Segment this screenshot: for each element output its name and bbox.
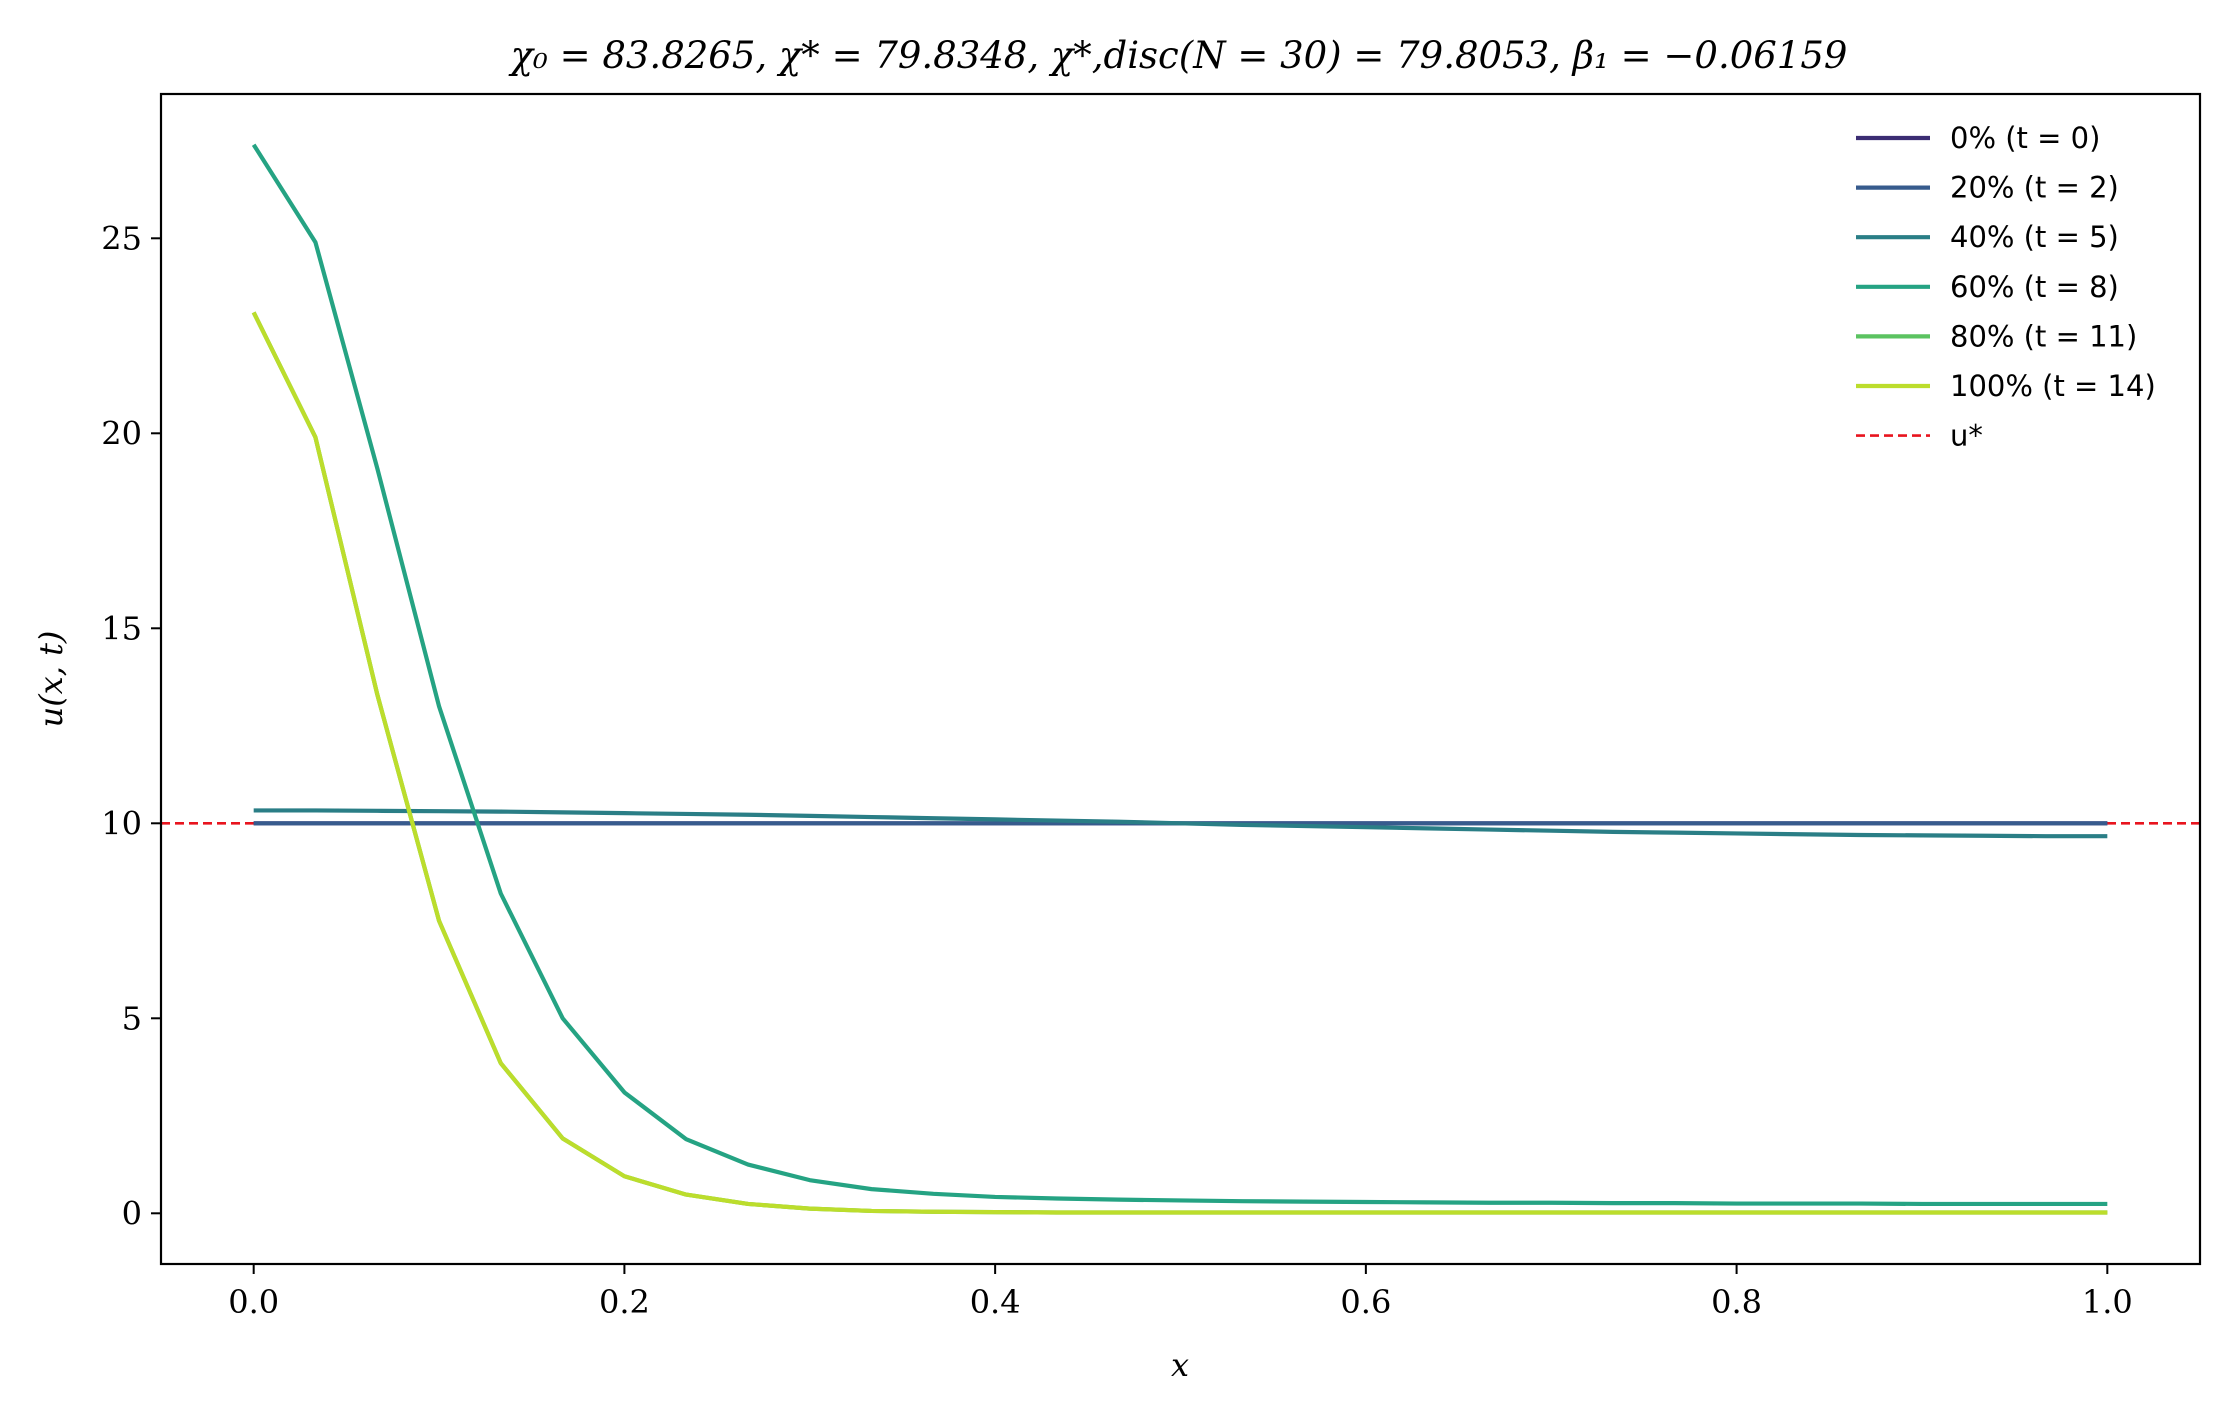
series-line-3 bbox=[251, 143, 2108, 1207]
y-axis: 0 5 10 15 20 25 bbox=[101, 219, 161, 1232]
x-tick-label: 0.4 bbox=[970, 1283, 1021, 1321]
y-tick-label: 15 bbox=[101, 609, 142, 647]
y-tick-label: 25 bbox=[101, 219, 142, 257]
legend: 0% (t = 0) 20% (t = 2) 40% (t = 5) 60% (t =… bbox=[1856, 121, 2156, 453]
x-axis: 0.0 0.2 0.4 0.6 0.8 1.0 bbox=[228, 1264, 2133, 1321]
x-tick-label: 0.8 bbox=[1711, 1283, 1762, 1321]
legend-label-4: 80% (t = 11) bbox=[1950, 319, 2137, 353]
legend-label-3: 60% (t = 8) bbox=[1950, 270, 2119, 304]
series-line-2 bbox=[253, 808, 2108, 839]
legend-label-1: 20% (t = 2) bbox=[1950, 171, 2119, 205]
legend-label-2: 40% (t = 5) bbox=[1950, 220, 2119, 254]
legend-label-5: 100% (t = 14) bbox=[1950, 369, 2156, 403]
x-tick-label: 1.0 bbox=[2082, 1283, 2133, 1321]
legend-label-0: 0% (t = 0) bbox=[1950, 121, 2100, 155]
legend-label-6: u* bbox=[1950, 419, 1983, 453]
y-tick-label: 5 bbox=[122, 999, 142, 1037]
plot-frame bbox=[159, 92, 2202, 1266]
x-tick-label: 0.0 bbox=[228, 1283, 279, 1321]
series-line-5 bbox=[251, 311, 2108, 1215]
y-axis-label: u(x, t) bbox=[32, 631, 70, 728]
y-tick-label: 10 bbox=[101, 804, 142, 842]
y-tick-label: 0 bbox=[122, 1194, 142, 1232]
plot-lines bbox=[161, 143, 2200, 1215]
x-tick-label: 0.6 bbox=[1340, 1283, 1391, 1321]
chart-title: χ₀ = 83.8265, χ* = 79.8348, χ*,disc(N = … bbox=[508, 34, 1848, 77]
x-tick-label: 0.2 bbox=[599, 1283, 650, 1321]
y-tick-label: 20 bbox=[101, 414, 142, 452]
x-axis-label: x bbox=[1171, 1346, 1189, 1384]
series-line-4 bbox=[251, 311, 2108, 1215]
